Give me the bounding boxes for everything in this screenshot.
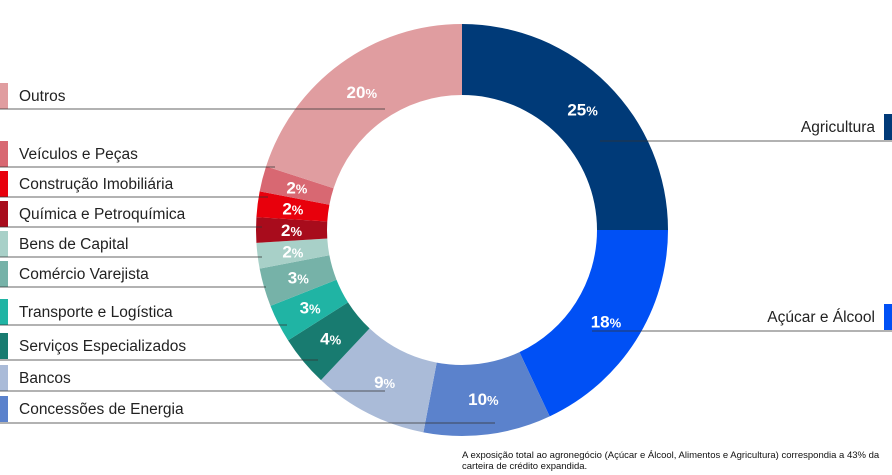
donut-slice — [270, 279, 349, 341]
slice-percent-label: 2% — [286, 179, 307, 198]
slice-percent-label: 9% — [374, 373, 395, 392]
legend-swatch — [884, 114, 892, 140]
slice-percent-label: 10% — [468, 390, 499, 409]
donut-slice — [519, 230, 668, 417]
legend-swatch — [884, 304, 892, 330]
donut-slice — [259, 166, 334, 205]
legend-label: Química e Petroquímica — [19, 206, 186, 223]
donut-slice — [256, 191, 330, 222]
donut-slice — [288, 302, 370, 381]
slice-percent-label: 25% — [567, 100, 598, 119]
legend-swatch — [0, 141, 8, 167]
legend-label: Veículos e Peças — [19, 146, 138, 163]
slice-percent-label: 4% — [320, 330, 341, 349]
legend-swatch — [0, 333, 8, 359]
donut-slice — [320, 328, 437, 433]
donut-slice — [266, 24, 462, 189]
slice-percent-label: 3% — [300, 298, 321, 317]
legend-label: Bens de Capital — [19, 236, 128, 253]
legend-label: Bancos — [19, 370, 71, 387]
legend-label: Transporte e Logística — [19, 304, 173, 321]
slice-percent-label: 20% — [347, 83, 378, 102]
slice-percent-label: 2% — [282, 242, 303, 261]
legend-swatch — [0, 83, 8, 109]
legend-swatch — [0, 261, 8, 287]
legend-label: Agricultura — [801, 119, 875, 136]
legend-label: Comércio Varejista — [19, 266, 149, 283]
legend-swatch — [0, 171, 8, 197]
donut-slice — [259, 255, 337, 306]
legend-swatch — [0, 299, 8, 325]
donut-slice — [462, 24, 668, 230]
legend-label: Outros — [19, 88, 66, 105]
donut-slice — [256, 217, 328, 243]
legend-label: Concessões de Energia — [19, 401, 184, 418]
legend-swatch — [0, 396, 8, 422]
donut-slice — [256, 238, 330, 269]
slice-percent-label: 18% — [591, 312, 622, 331]
legend-label: Serviços Especializados — [19, 338, 186, 355]
legend-swatch — [0, 365, 8, 391]
slice-percent-label: 3% — [288, 269, 309, 288]
donut-slice — [423, 352, 550, 436]
legend-swatch — [0, 231, 8, 257]
footnote: A exposição total ao agronegócio (Açúcar… — [462, 450, 880, 472]
legend-label: Açúcar e Álcool — [767, 309, 875, 326]
slice-percent-label: 2% — [281, 221, 302, 240]
legend-swatch — [0, 201, 8, 227]
slice-percent-label: 2% — [282, 200, 303, 219]
legend-label: Construção Imobiliária — [19, 176, 174, 193]
